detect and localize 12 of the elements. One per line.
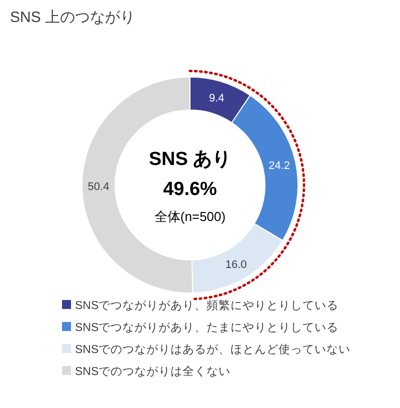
legend-label: SNSでつながりがあり、頻繁にやりとりしている — [75, 299, 339, 312]
text: 49.6% — [163, 179, 218, 200]
legend-label: SNSでのつながりは全くない — [75, 365, 231, 378]
text: SNS あり — [148, 149, 232, 170]
data-label: 9.4 — [208, 92, 224, 104]
text: 全体(n=500) — [154, 209, 226, 224]
data-label: 24.2 — [268, 160, 290, 172]
data-label: 50.4 — [88, 181, 110, 193]
chart-title: SNS 上のつながり — [10, 9, 136, 26]
legend-label: SNSでのつながりはあるが、ほとんど使っていない — [75, 343, 351, 356]
data-label: 16.0 — [225, 258, 247, 271]
legend-label: SNSでつながりがあり、たまにやりとりしている — [75, 321, 339, 334]
